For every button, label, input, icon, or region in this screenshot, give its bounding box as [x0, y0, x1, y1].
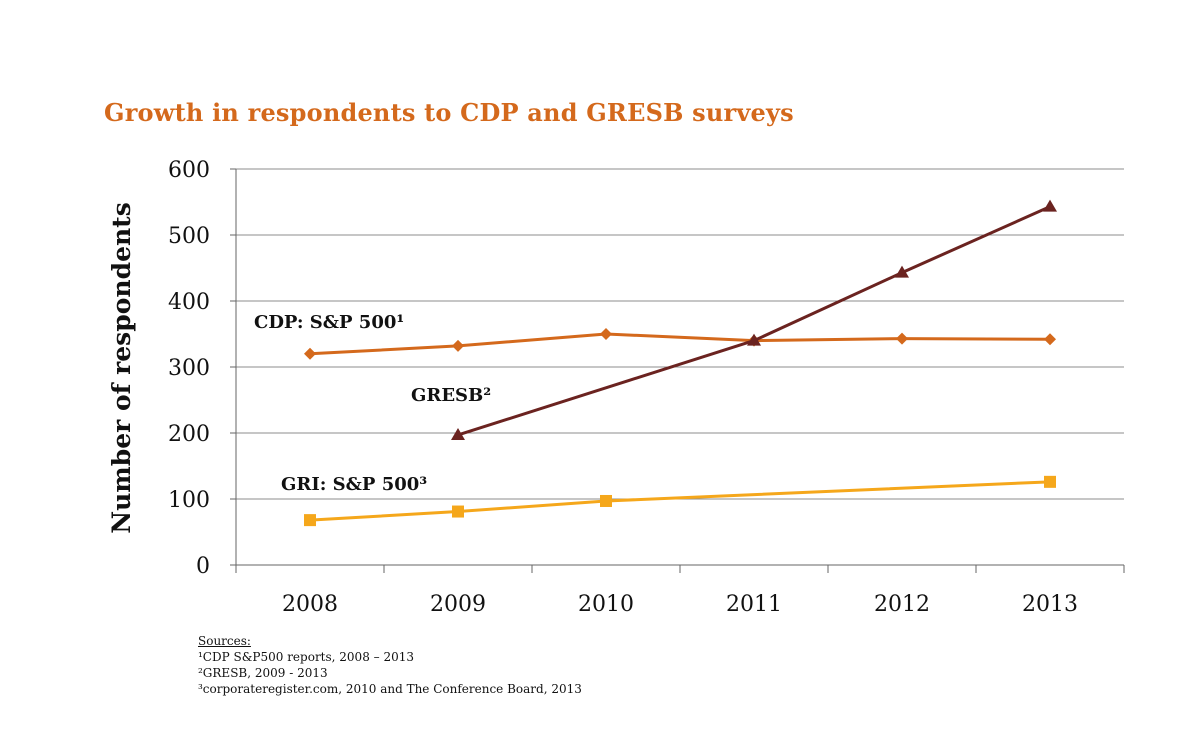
data-point-1-2009 [451, 427, 465, 440]
series-labels: CDP: S&P 500¹ GRESB² GRI: S&P 500³ [254, 312, 491, 495]
data-point-0-2010 [600, 328, 612, 340]
data-point-2-2009 [452, 505, 464, 518]
data-point-1-2012 [895, 265, 909, 278]
y-tick-labels: 0 100 200 300 400 500 600 [168, 158, 210, 579]
series [304, 199, 1057, 527]
data-point-1-2011 [747, 333, 761, 346]
series-1 [451, 199, 1057, 440]
source-line-2: ²GRESB, 2009 - 2013 [198, 666, 328, 680]
data-point-2-2013 [1044, 475, 1056, 488]
series-line-1 [457, 205, 1051, 437]
data-point-2-2010 [600, 494, 612, 507]
series-0 [304, 328, 1056, 360]
sources-note: Sources: ¹CDP S&P500 reports, 2008 – 201… [198, 633, 582, 697]
y-tick-label-500: 500 [168, 224, 210, 249]
data-point-0-2008 [304, 347, 316, 360]
series-line-2 [309, 480, 1051, 522]
source-line-3: ³corporateregister.com, 2010 and The Con… [198, 682, 582, 696]
gridlines [236, 168, 1124, 500]
data-point-0-2012 [896, 332, 908, 345]
chart-title: Growth in respondents to CDP and GRESB s… [104, 98, 794, 127]
y-tick-label-0: 0 [196, 554, 210, 579]
x-tick-label-2013: 2013 [1022, 592, 1078, 617]
x-tick-labels: 2008 2009 2010 2011 2012 2013 [282, 592, 1078, 617]
series-line-0 [309, 332, 1051, 356]
x-tick-label-2009: 2009 [430, 592, 486, 617]
y-tick-label-200: 200 [168, 422, 210, 447]
data-point-0-2013 [1044, 333, 1056, 346]
source-line-1: ¹CDP S&P500 reports, 2008 – 2013 [198, 650, 414, 664]
series-2 [304, 475, 1056, 527]
y-tick-label-400: 400 [168, 290, 210, 315]
series-label-cdp: CDP: S&P 500¹ [254, 312, 404, 333]
x-tick-label-2008: 2008 [282, 592, 338, 617]
data-point-2-2008 [304, 514, 316, 527]
y-tick-label-100: 100 [168, 488, 210, 513]
x-tick-label-2010: 2010 [578, 592, 634, 617]
x-tick-label-2012: 2012 [874, 592, 930, 617]
y-tick-label-600: 600 [168, 158, 210, 183]
x-tick-label-2011: 2011 [726, 592, 782, 617]
data-point-1-2013 [1043, 199, 1057, 212]
sources-heading: Sources: [198, 634, 251, 648]
y-axis-label: Number of respondents [107, 202, 136, 534]
y-tick-label-300: 300 [168, 356, 210, 381]
data-point-0-2009 [452, 339, 464, 352]
series-label-gri: GRI: S&P 500³ [281, 474, 427, 495]
axes [230, 168, 1125, 573]
series-label-gresb: GRESB² [411, 385, 491, 406]
